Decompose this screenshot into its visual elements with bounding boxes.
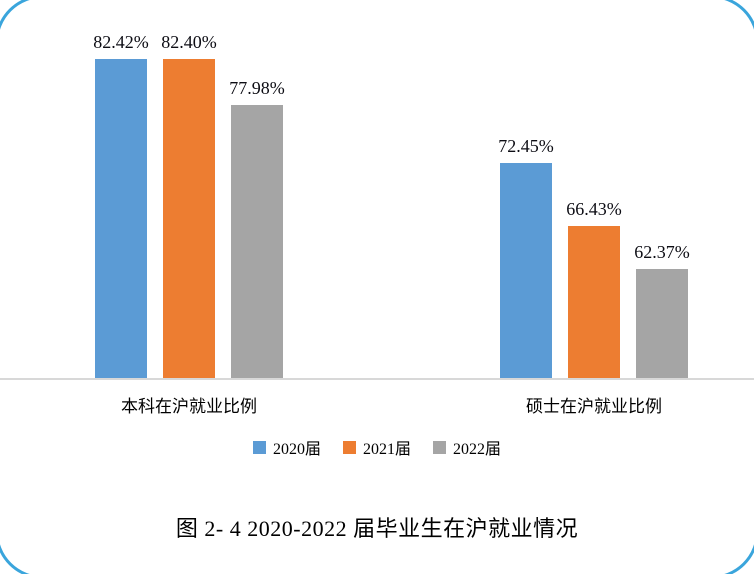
bar-series-2-category-1: 62.37% bbox=[634, 242, 690, 378]
legend-label-1: 2021届 bbox=[362, 441, 411, 458]
plot-area: 82.42% 82.40% 77.98% 72.45% 66.43% 62.37% bbox=[0, 32, 754, 380]
category-label-0: 本科在沪就业比例 bbox=[121, 397, 257, 416]
bar-series-0-category-1: 72.45% bbox=[498, 136, 554, 378]
bar-series-2-category-0: 77.98% bbox=[229, 78, 285, 378]
legend-item-2: 2022届 bbox=[433, 435, 501, 459]
data-label-series-2-category-0: 77.98% bbox=[229, 78, 285, 98]
bar-series-1-category-1: 66.43% bbox=[566, 199, 622, 378]
data-label-series-0-category-1: 72.45% bbox=[498, 136, 554, 156]
legend-label-2: 2022届 bbox=[453, 441, 502, 458]
bar-group-0: 82.42% 82.40% 77.98% bbox=[93, 32, 285, 378]
bar-chart: 82.42% 82.40% 77.98% 72.45% 66.43% 62.37% 本科在… bbox=[0, 32, 754, 459]
bar-series-0-category-0: 82.42% bbox=[93, 32, 149, 378]
legend-swatch-2 bbox=[433, 440, 446, 454]
category-label-1: 硕士在沪就业比例 bbox=[526, 397, 662, 416]
legend-swatch-1 bbox=[342, 440, 356, 454]
legend: 2020届 2021届 2022届 bbox=[0, 435, 754, 459]
bar-series-1-category-0: 82.40% bbox=[161, 32, 217, 378]
legend-label-0: 2020届 bbox=[272, 441, 321, 458]
data-label-series-1-category-0: 82.40% bbox=[161, 32, 217, 52]
category-axis: 本科在沪就业比例 硕士在沪就业比例 bbox=[0, 392, 754, 417]
figure-caption: 图 2- 4 2020-2022 届毕业生在沪就业情况 bbox=[175, 516, 579, 541]
data-label-series-0-category-0: 82.42% bbox=[93, 32, 149, 52]
legend-item-1: 2021届 bbox=[342, 435, 411, 459]
legend-swatch-0 bbox=[252, 440, 266, 454]
legend-item-0: 2020届 bbox=[252, 435, 321, 459]
data-label-series-2-category-1: 62.37% bbox=[634, 242, 690, 262]
bar-group-1: 72.45% 66.43% 62.37% bbox=[498, 136, 690, 378]
data-label-series-1-category-1: 66.43% bbox=[566, 199, 622, 219]
